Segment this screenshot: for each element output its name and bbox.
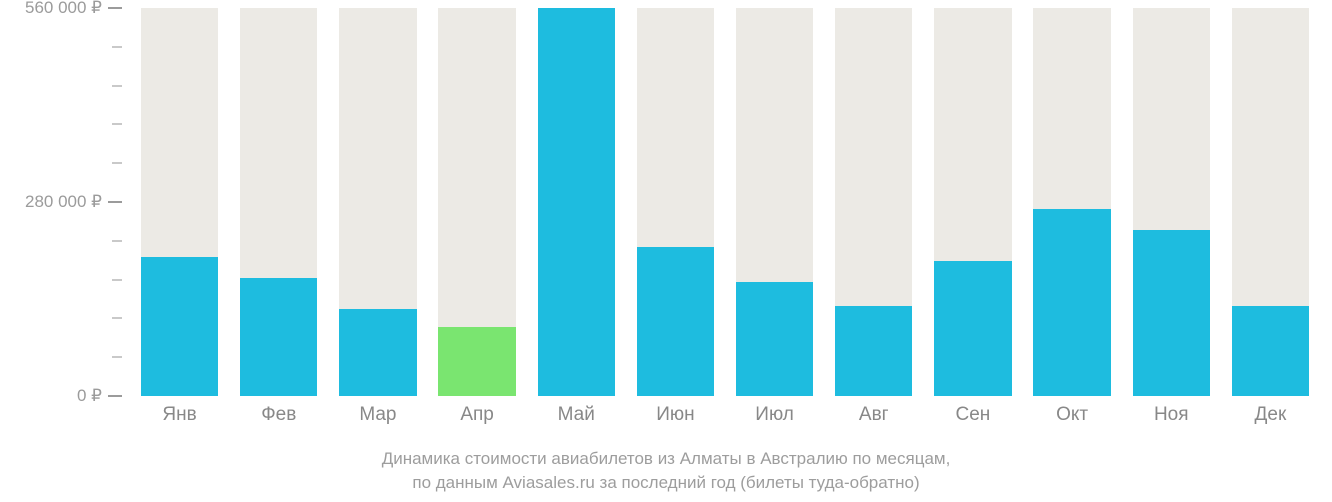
- bar-slot: [1033, 8, 1110, 396]
- chart-caption-line1: Динамика стоимости авиабилетов из Алматы…: [0, 448, 1332, 471]
- bar-slot: [934, 8, 1011, 396]
- x-tick-label: Авг: [859, 404, 889, 426]
- y-axis: 0 ₽280 000 ₽560 000 ₽: [0, 8, 130, 396]
- bar[interactable]: [1232, 306, 1309, 396]
- bar[interactable]: [1033, 209, 1110, 396]
- y-tick-label: 560 000 ₽: [25, 0, 102, 18]
- bar[interactable]: [141, 257, 218, 396]
- y-minor-tick: [112, 240, 122, 242]
- bar-slot: [538, 8, 615, 396]
- bar-slot: [141, 8, 218, 396]
- x-axis-labels: Янв Фев Мар Апр Май Июн Июл Авг Сен Окт Ноя Дек: [130, 404, 1320, 434]
- bar[interactable]: [835, 306, 912, 396]
- bar[interactable]: [934, 261, 1011, 396]
- plot-area: [130, 8, 1320, 396]
- y-tick-mark: [108, 201, 122, 203]
- bars-container: [130, 8, 1320, 396]
- bar-slot: [736, 8, 813, 396]
- y-minor-tick: [112, 356, 122, 358]
- y-minor-tick: [112, 317, 122, 319]
- bar-slot: [240, 8, 317, 396]
- bar[interactable]: [1133, 230, 1210, 396]
- bar-slot: [1133, 8, 1210, 396]
- y-tick-mark: [108, 395, 122, 397]
- y-minor-tick: [112, 46, 122, 48]
- bar[interactable]: [538, 8, 615, 396]
- y-minor-tick: [112, 162, 122, 164]
- bar[interactable]: [637, 247, 714, 396]
- y-tick-mark: [108, 7, 122, 9]
- bar-slot: [835, 8, 912, 396]
- bar[interactable]: [240, 278, 317, 396]
- x-tick-label: Апр: [460, 404, 494, 426]
- bar[interactable]: [438, 327, 515, 396]
- x-tick-label: Дек: [1255, 404, 1287, 426]
- price-by-month-chart: 0 ₽280 000 ₽560 000 ₽ ЯнвФевМарАпрМайИюн…: [0, 0, 1332, 502]
- y-minor-tick: [112, 123, 122, 125]
- x-tick-label: Сен: [956, 404, 991, 426]
- y-tick-label: 0 ₽: [77, 386, 102, 406]
- bar-slot: [339, 8, 416, 396]
- x-tick-label: Фев: [261, 404, 296, 426]
- x-tick-label: Ноя: [1154, 404, 1189, 426]
- bar-slot: [438, 8, 515, 396]
- x-tick-label: Июн: [656, 404, 694, 426]
- bar-slot: [1232, 8, 1309, 396]
- y-minor-tick: [112, 85, 122, 87]
- bar-slot: [637, 8, 714, 396]
- x-tick-label: Июл: [755, 404, 794, 426]
- x-tick-label: Мар: [359, 404, 396, 426]
- x-tick-label: Окт: [1056, 404, 1088, 426]
- bar[interactable]: [339, 309, 416, 396]
- y-tick-label: 280 000 ₽: [25, 192, 102, 212]
- x-tick-label: Янв: [162, 404, 196, 426]
- y-minor-tick: [112, 279, 122, 281]
- bar[interactable]: [736, 282, 813, 396]
- x-tick-label: Май: [558, 404, 595, 426]
- chart-caption-line2: по данным Aviasales.ru за последний год …: [0, 472, 1332, 495]
